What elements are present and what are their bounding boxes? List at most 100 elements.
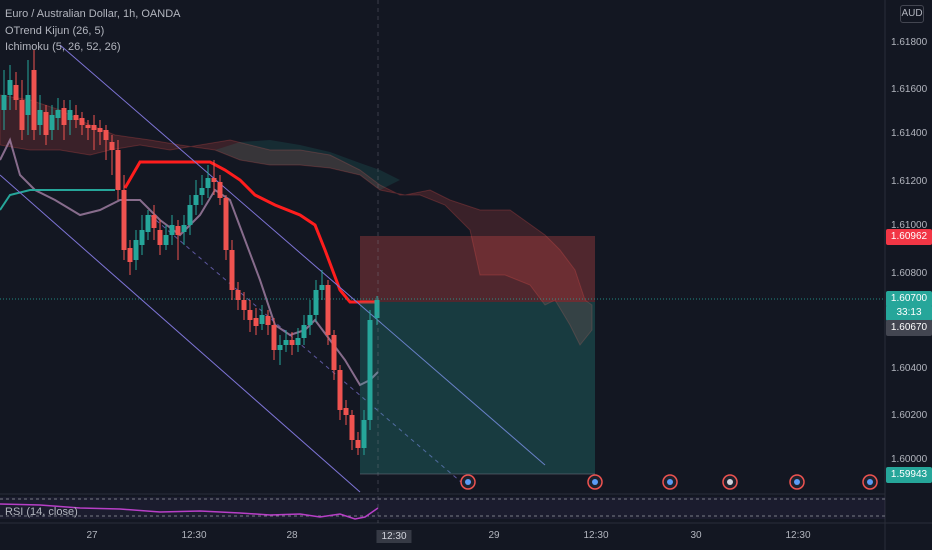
candle-body [103, 130, 109, 140]
candle-body [61, 108, 67, 125]
candle-body [355, 440, 361, 448]
candle-body [163, 235, 169, 245]
candle-body [13, 85, 19, 100]
event-flag-icon[interactable] [722, 474, 738, 490]
trend-channel [0, 44, 546, 493]
candle-body [109, 142, 115, 150]
bottom-level-tag: 1.59943 [886, 467, 932, 483]
time-tick: 12:30 [583, 530, 609, 541]
candle-body [49, 115, 55, 130]
candle-body [67, 110, 73, 120]
time-tick: 12:30 [181, 530, 207, 541]
candle-body [301, 325, 307, 338]
kijun-line [123, 160, 378, 304]
candle-body [295, 338, 301, 345]
upper-level-tag: 1.60962 [886, 229, 932, 245]
countdown-tag: 33:13 [886, 305, 932, 321]
rsi-panel [0, 497, 885, 520]
candle-body [235, 290, 241, 300]
event-flag-icon[interactable] [789, 474, 805, 490]
price-tick: 1.61600 [891, 84, 928, 95]
time-tick: 12:30 [785, 530, 811, 541]
candle-body [361, 420, 367, 448]
candle-body [145, 215, 151, 232]
candle-body [133, 240, 139, 260]
price-tick: 1.61000 [891, 220, 928, 231]
event-flag-icon[interactable] [587, 474, 603, 490]
price-tick: 1.60800 [891, 268, 928, 279]
price-tick: 1.60200 [891, 410, 928, 421]
candle-body [211, 178, 217, 182]
price-tick: 1.61200 [891, 176, 928, 187]
time-tick: 27 [86, 530, 98, 541]
candle-body [43, 112, 49, 135]
lower-level-tag: 1.60670 [886, 320, 932, 336]
candle-body [199, 188, 205, 195]
candle-body [343, 408, 349, 415]
candle-body [187, 205, 193, 225]
symbol-title[interactable]: Euro / Australian Dollar, 1h, OANDA [5, 8, 181, 20]
event-markers[interactable] [460, 474, 878, 490]
candle-body [217, 182, 223, 198]
candle-body [85, 125, 91, 128]
candle-body [73, 115, 79, 120]
ichimoku-cloud [0, 94, 593, 387]
last-price-tag: 1.60700 [886, 291, 932, 307]
candle-body [247, 310, 253, 320]
candle-body [181, 225, 187, 232]
candle-body [55, 110, 61, 118]
candle-body [319, 285, 325, 290]
indicator-otrend-label[interactable]: OTrend Kijun (26, 5) [5, 25, 105, 37]
candle-body [19, 100, 25, 130]
candle-body [283, 340, 289, 345]
candle-body [37, 110, 43, 125]
candle-body [175, 226, 181, 235]
candle-body [127, 248, 133, 262]
short-position-box[interactable] [360, 236, 595, 474]
candle-body [349, 415, 355, 440]
candle-body [25, 95, 31, 115]
indicator-ichimoku-label[interactable]: Ichimoku (5, 26, 52, 26) [5, 41, 121, 53]
candle-body [307, 315, 313, 325]
candle-body [325, 285, 331, 335]
candle-body [265, 316, 271, 325]
candle-body [121, 190, 127, 250]
candle-body [313, 290, 319, 315]
candle-body [157, 230, 163, 245]
time-tick: 30 [690, 530, 702, 541]
event-flag-icon[interactable] [862, 474, 878, 490]
event-flag-icon[interactable] [460, 474, 476, 490]
candle-body [91, 125, 97, 130]
candle-body [229, 250, 235, 290]
price-tick: 1.61400 [891, 128, 928, 139]
crosshair-time-label: 12:30 [376, 530, 412, 543]
time-tick: 29 [488, 530, 500, 541]
candle-body [259, 315, 265, 324]
candle-body [223, 198, 229, 250]
candle-body [97, 128, 103, 132]
candle-body [253, 318, 259, 326]
candle-body [151, 215, 157, 228]
time-tick: 28 [286, 530, 298, 541]
price-tick: 1.60000 [891, 454, 928, 465]
price-tick: 1.60400 [891, 363, 928, 374]
candle-body [115, 150, 121, 190]
candle-body [169, 225, 175, 235]
candle-body [205, 178, 211, 188]
candle-body [139, 230, 145, 245]
candlesticks [1, 50, 380, 455]
candle-body [1, 95, 7, 110]
candle-body [331, 335, 337, 370]
candle-body [193, 195, 199, 205]
candle-body [31, 70, 37, 130]
candle-body [277, 345, 283, 350]
candle-body [337, 370, 343, 410]
currency-button[interactable]: AUD [900, 5, 924, 23]
candle-body [367, 320, 373, 420]
rsi-label[interactable]: RSI (14, close) [5, 506, 78, 518]
candle-body [241, 300, 247, 310]
event-flag-icon[interactable] [662, 474, 678, 490]
candle-body [289, 340, 295, 345]
candle-body [79, 118, 85, 125]
